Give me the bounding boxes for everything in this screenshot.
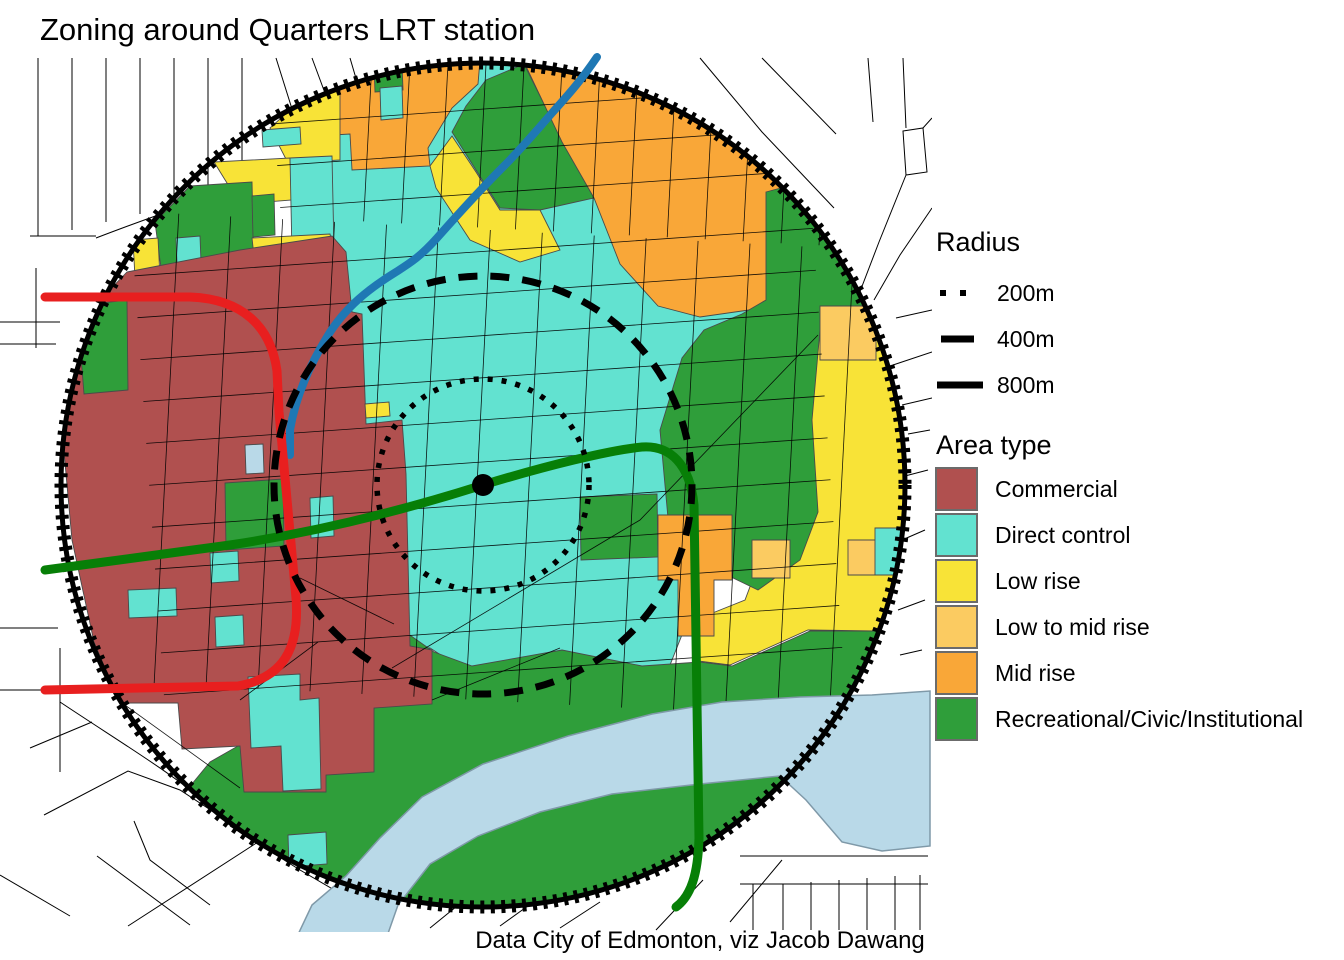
legend-label-recreational: Recreational/Civic/Institutional xyxy=(995,706,1303,732)
route-green xyxy=(40,442,704,912)
legend-label-commercial: Commercial xyxy=(995,476,1118,502)
radius-ring-200m xyxy=(374,376,592,594)
legend-label-low-to-mid-rise: Low to mid rise xyxy=(995,614,1150,640)
zone-lowmid-east-top xyxy=(819,305,877,361)
data-source-caption: Data City of Edmonton, viz Jacob Dawang xyxy=(475,927,925,954)
inner-street-grid xyxy=(117,65,855,789)
legend-label-mid-rise: Mid rise xyxy=(995,660,1076,686)
zone-rec-nw-small xyxy=(251,193,276,238)
radius-ring-800m xyxy=(54,56,912,914)
zone-direct-in-commercial-b xyxy=(214,614,245,648)
legend-radius-label-800m: 800m xyxy=(997,372,1055,398)
zone-direct-north-pocket xyxy=(379,85,404,121)
legend-radius: Radius 200m 400m 800m xyxy=(936,227,1055,398)
radius-ring-400m xyxy=(270,272,696,698)
zone-direct-nw-pocket xyxy=(261,126,302,148)
legend-label-direct-control: Direct control xyxy=(995,522,1130,548)
legend-swatch-low-to-mid-rise xyxy=(935,605,978,649)
zone-direct-in-commercial-c xyxy=(127,587,178,619)
outside-road-network xyxy=(0,57,932,931)
zone-low-rise-small-mid xyxy=(364,401,391,419)
legend-area-type: Area type Commercial Direct control Low … xyxy=(935,430,1303,741)
river xyxy=(298,690,931,932)
zone-water-patch xyxy=(244,443,265,475)
legend-swatch-recreational xyxy=(935,697,978,741)
zone-rec-center-right xyxy=(579,493,659,561)
legend-label-low-rise: Low rise xyxy=(995,568,1081,594)
legend-area-type-title: Area type xyxy=(936,430,1052,460)
legend-swatch-commercial xyxy=(935,467,978,511)
zone-direct-south-edge xyxy=(287,831,328,868)
legend-radius-title: Radius xyxy=(936,227,1020,257)
legend-swatch-low-rise xyxy=(935,559,978,603)
zone-direct-south-pocket xyxy=(247,673,322,792)
route-red xyxy=(40,292,302,695)
zone-low-rise-north-wedge xyxy=(429,135,561,263)
legend-swatch-mid-rise xyxy=(935,651,978,695)
zone-direct-in-commercial-a xyxy=(209,550,240,584)
legend-swatch-direct-control xyxy=(935,513,978,557)
lrt-station-marker xyxy=(472,474,494,496)
legend-radius-label-200m: 200m xyxy=(997,280,1055,306)
page-title: Zoning around Quarters LRT station xyxy=(40,12,535,47)
zone-lowmid-east-a xyxy=(751,539,791,579)
legend-radius-label-400m: 400m xyxy=(997,326,1055,352)
